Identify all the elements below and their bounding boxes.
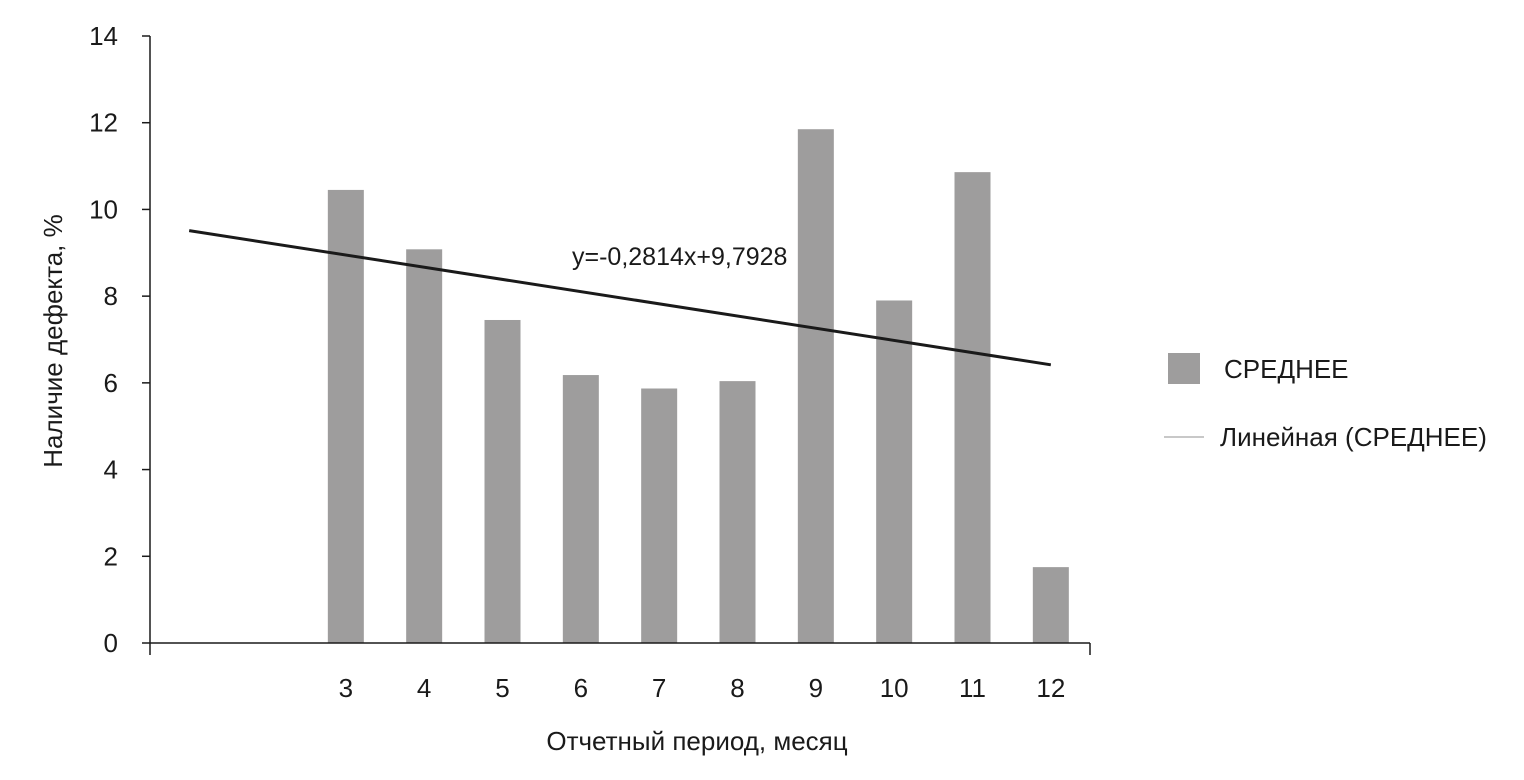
bars-group [327,129,1069,644]
x-tick-label-12: 12 [1036,673,1065,703]
x-tick-label-6: 6 [574,673,588,703]
x-tick-label-3: 3 [339,673,353,703]
legend-label-series: СРЕДНЕЕ [1224,354,1349,384]
x-tick-label-9: 9 [809,673,823,703]
x-tick-label-7: 7 [652,673,666,703]
x-tick-label-4: 4 [417,673,431,703]
x-tick-label-5: 5 [495,673,509,703]
bar-6 [562,375,599,643]
y-tick-label-8: 8 [104,281,118,311]
legend: СРЕДНЕЕ Линейная (СРЕДНЕЕ) [1164,353,1487,452]
x-tick-label-8: 8 [730,673,744,703]
y-tick-label-0: 0 [104,628,118,658]
trendline-group [188,229,1052,367]
y-tick-label-14: 14 [89,21,118,51]
bar-11 [954,172,991,644]
axes-group [149,36,1091,655]
bar-9 [797,129,834,644]
legend-swatch-bar [1168,353,1200,384]
bar-7 [641,388,678,643]
trendline-equation: y=-0,2814x+9,7928 [572,243,787,271]
bar-8 [719,381,756,643]
y-tick-label-2: 2 [104,541,118,571]
bar-4 [406,249,443,643]
x-tick-label-11: 11 [959,673,986,703]
ticks-group: 0 2 4 6 8 10 12 14 3 4 5 6 7 8 9 10 11 12 [89,21,1065,703]
y-tick-label-12: 12 [89,108,118,138]
bar-12 [1032,567,1069,643]
bar-10 [876,300,913,643]
y-tick-label-10: 10 [89,194,118,224]
trendline [188,229,1052,367]
y-tick-label-6: 6 [104,368,118,398]
y-tick-label-4: 4 [104,455,118,485]
bar-3 [327,189,364,644]
x-tick-label-10: 10 [880,673,909,703]
legend-label-trendline: Линейная (СРЕДНЕЕ) [1220,422,1487,452]
x-axis-title: Отчетный период, месяц [546,726,847,756]
bar-5 [484,319,521,643]
y-axis-title: Наличие дефекта, % [38,214,68,467]
